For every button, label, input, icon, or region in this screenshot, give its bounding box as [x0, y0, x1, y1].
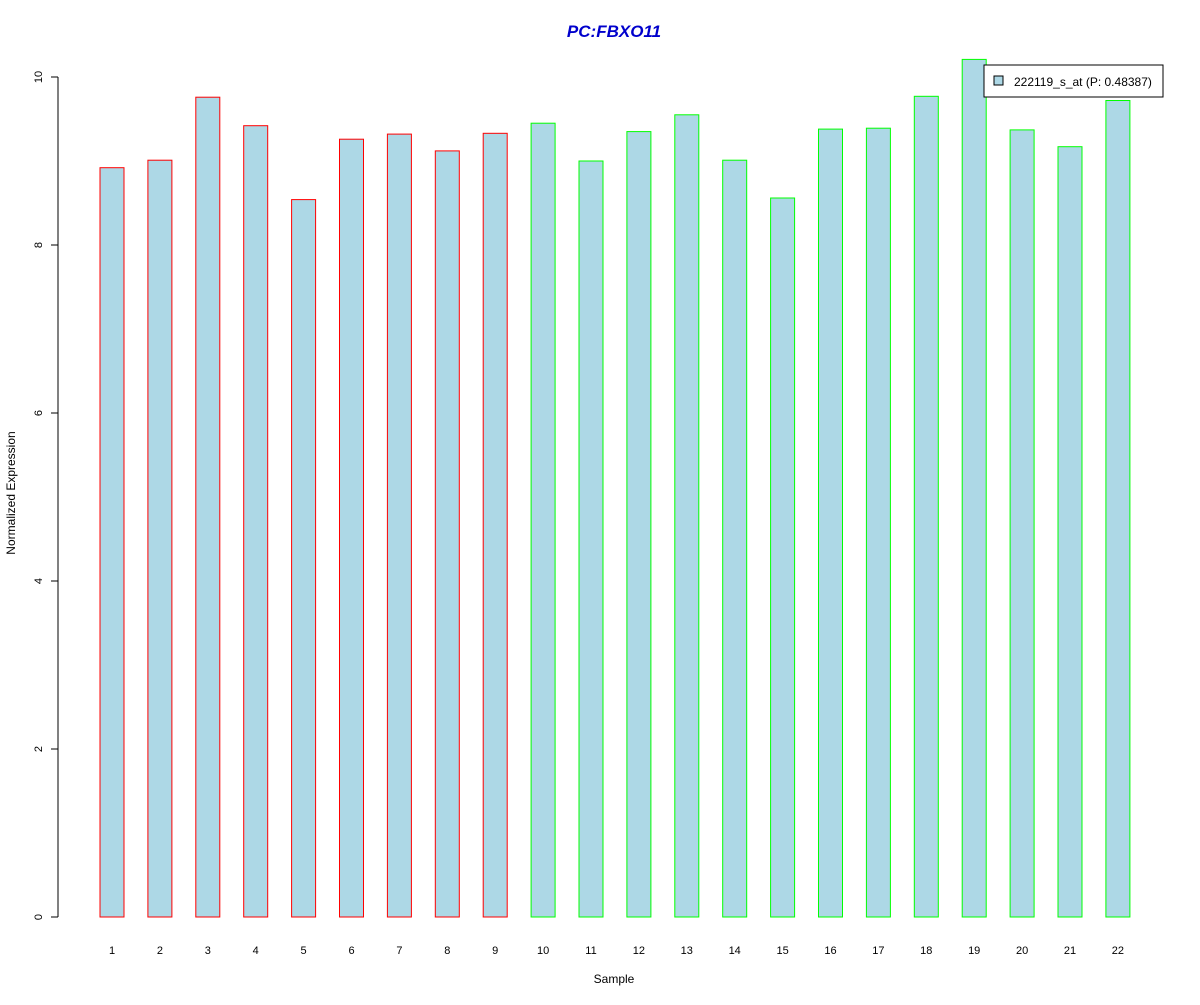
legend-entry-label: 222119_s_at (P: 0.48387) [1014, 75, 1152, 89]
x-axis-tick-label: 18 [920, 945, 932, 957]
x-axis-tick-label: 14 [729, 945, 741, 957]
y-axis: 0 2 4 6 8 10 [33, 71, 59, 920]
x-axis-tick-label: 13 [681, 945, 693, 957]
bar-sample-13 [674, 114, 700, 918]
x-axis-tick-label: 21 [1064, 945, 1076, 957]
bar-sample-16 [818, 128, 843, 918]
x-axis-tick-label: 5 [301, 945, 307, 957]
bar-sample-19 [961, 58, 987, 918]
bar-sample-6 [339, 138, 364, 918]
bar-sample-17 [865, 127, 891, 918]
bar-sample-7 [386, 133, 412, 918]
legend-box [983, 64, 1164, 98]
x-axis-tick-label: 15 [776, 945, 788, 957]
bar-sample-5 [291, 199, 317, 918]
bar-sample-15 [770, 197, 796, 918]
x-axis-tick-label: 11 [585, 945, 596, 957]
x-axis-tick-label: 19 [968, 945, 980, 957]
y-axis-tick-label: 4 [33, 578, 45, 584]
y-axis-label: Normalized Expression [4, 431, 18, 554]
x-axis-tick-label: 10 [537, 945, 549, 957]
chart-title: PC:FBXO11 [567, 22, 661, 41]
bar-sample-8 [434, 150, 460, 918]
y-axis-tick-label: 0 [33, 914, 45, 920]
x-axis-tick-label: 3 [205, 945, 211, 957]
bar-sample-18 [913, 95, 939, 918]
x-axis-tick-label: 1 [109, 945, 115, 957]
x-axis-tick-label: 12 [633, 945, 645, 957]
x-axis-tick-label: 2 [157, 945, 163, 957]
bar-sample-4 [243, 125, 269, 918]
bar-sample-20 [1009, 129, 1035, 918]
y-axis-tick-label: 8 [33, 242, 45, 248]
x-axis-tick-label: 9 [492, 945, 498, 957]
bar-sample-10 [530, 122, 556, 918]
bar-sample-11 [578, 160, 604, 918]
y-axis-tick-label: 2 [33, 746, 45, 752]
x-axis-tick-label: 7 [396, 945, 402, 957]
x-axis-label: Sample [594, 972, 635, 986]
bar-sample-12 [626, 131, 652, 918]
bar-sample-9 [482, 132, 508, 918]
legend: 222119_s_at (P: 0.48387) [983, 64, 1164, 98]
legend-swatch [993, 75, 1004, 86]
x-axis-tick-label: 20 [1016, 945, 1028, 957]
bar-sample-2 [147, 159, 173, 918]
x-axis-tick-label: 4 [253, 945, 259, 957]
bar-sample-1 [99, 167, 125, 918]
y-axis-tick-label: 10 [33, 71, 45, 83]
x-axis-tick-label: 16 [824, 945, 836, 957]
x-axis-tick-label: 17 [872, 945, 884, 957]
bar-sample-21 [1057, 146, 1083, 918]
x-axis-tick-labels: 1 2 3 4 5 6 7 8 9 10 11 12 13 14 15 16 17 18 19 20 21 22 [109, 945, 1124, 957]
bar-sample-3 [195, 96, 221, 918]
bar-sample-22 [1105, 100, 1131, 918]
x-axis-tick-label: 8 [444, 945, 450, 957]
x-axis-tick-label: 22 [1112, 945, 1124, 957]
x-axis-tick-label: 6 [348, 945, 354, 957]
y-axis-tick-label: 6 [33, 410, 45, 416]
bar-sample-14 [722, 159, 748, 918]
bar-series [99, 58, 1131, 918]
